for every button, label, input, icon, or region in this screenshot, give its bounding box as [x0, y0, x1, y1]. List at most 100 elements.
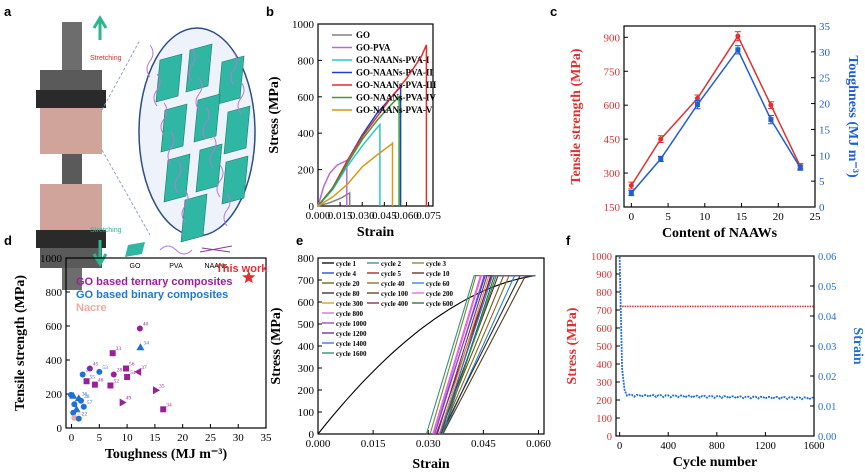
data-point-binary — [70, 409, 77, 416]
y-tick-label: 600 — [298, 92, 315, 104]
data-point-binary — [80, 403, 87, 410]
legend-label-go: GO — [356, 30, 370, 40]
x-axis-label: Strain — [412, 457, 450, 472]
data-point-ternary — [119, 398, 127, 407]
go-sheet — [221, 155, 249, 205]
x-tick-label: 800 — [709, 441, 725, 452]
data-point-label: 49 — [126, 396, 132, 402]
y-axis-label: Tensile strength (MPa) — [569, 48, 584, 184]
x-tick-label: 0.045 — [471, 438, 496, 450]
y-tick-label: 900 — [596, 270, 612, 281]
legend-label-cycle-400: cycle 400 — [381, 300, 409, 308]
pva-chain — [167, 131, 175, 165]
data-point-label: 24 — [77, 411, 83, 417]
data-point-label: 28 — [117, 367, 123, 373]
x-tick-label: 0 — [69, 432, 75, 444]
x-tick-label: 10 — [122, 432, 134, 444]
x-tick-label: 25 — [205, 432, 217, 444]
x-tick-label: 20 — [773, 211, 785, 223]
data-point-toughness — [797, 165, 803, 171]
data-point-binary — [69, 391, 78, 399]
series-line-go-naans-pva-v — [317, 141, 394, 207]
y-tick-label: 200 — [596, 396, 612, 407]
y-right-axis-label: Strain — [850, 327, 865, 365]
data-point-ternary — [83, 378, 90, 385]
legend-label-cycle-100: cycle 100 — [381, 290, 409, 298]
y-right-tick-label: 20 — [819, 99, 831, 111]
data-point-tensile-strength — [694, 95, 700, 101]
data-point-tensile-strength — [658, 136, 664, 142]
stretching-label-bottom: Stretching — [90, 227, 122, 234]
legend-label-cycle-1: cycle 1 — [336, 260, 357, 268]
data-point-toughness — [628, 190, 634, 196]
data-point-toughness — [735, 47, 741, 53]
series-line-cycle-1600 — [441, 275, 536, 435]
y-tick-label: 400 — [298, 341, 315, 353]
y-right-tick-label: 0.00 — [818, 432, 836, 443]
series-line-go — [317, 191, 351, 207]
data-point-label: 22 — [82, 412, 88, 418]
legend-label-cycle-1200: cycle 1200 — [336, 330, 367, 338]
y-axis-label: Stress (MPa) — [565, 307, 580, 384]
y-tick-label: 600 — [298, 297, 315, 309]
y-tick-label: 800 — [596, 288, 612, 299]
lower-clamp-band — [36, 230, 106, 248]
legend-label-go-naans-pva-i: GO-NAANs-PVA-I — [356, 55, 430, 65]
legend-label-cycle-1600: cycle 1600 — [336, 350, 367, 358]
y-axis-label: Stress (MPa) — [267, 76, 282, 153]
go-sheet — [223, 105, 251, 155]
data-point-label: 29 — [86, 367, 92, 373]
x-axis-label: Content of NAAWs — [662, 226, 778, 241]
panel-letter: b — [266, 4, 274, 19]
legend-label-cycle-3: cycle 3 — [426, 260, 447, 268]
pva-chain — [153, 73, 161, 107]
series-line-tensile-strength — [630, 34, 801, 186]
y-right-axis-label: Toughness (MJ m⁻³) — [845, 55, 860, 178]
series-line-cycle-1 — [317, 275, 536, 435]
go-sheet — [193, 93, 221, 143]
data-point-ternary — [86, 365, 93, 372]
legend-label-cycle-800: cycle 800 — [336, 310, 364, 318]
y-tick-label: 300 — [298, 363, 315, 375]
y-tick-label: 800 — [298, 55, 315, 67]
data-point-ternary — [153, 386, 160, 395]
x-tick-label: 10 — [699, 211, 711, 223]
panel-e-cyclic-loading-chart: e 0.000 0.015 0.030 0.045 0.060 0 100 200 300 400 5… — [269, 233, 551, 472]
up-arrow-icon — [92, 15, 108, 40]
panel-letter: e — [296, 233, 303, 248]
legend-label-cycle-200: cycle 200 — [426, 290, 454, 298]
panel-a: a Stretching Stretching GO PVA NAANs — [4, 4, 256, 290]
annotation-this-work: This work — [216, 263, 268, 275]
legend-naans: NAANs — [205, 263, 228, 270]
x-tick-label: 30 — [233, 432, 245, 444]
panel-d-ashby-scatter-chart: d 0 5 10 15 20 25 30 35 0 200 400 600 800 1000 Toughnes… — [4, 233, 272, 462]
x-tick-label: 15 — [736, 211, 748, 223]
y-tick-label: 600 — [604, 100, 621, 112]
data-point-label: 52 — [113, 379, 119, 385]
x-tick-label: 1200 — [755, 441, 776, 452]
upper-specimen-block — [40, 108, 102, 154]
data-point-toughness — [658, 156, 664, 162]
legend-label-cycle-80: cycle 80 — [336, 290, 360, 298]
y-tick-label: 1000 — [292, 19, 315, 31]
data-point-ternary — [136, 325, 143, 332]
x-tick-label: 0.075 — [416, 210, 441, 222]
annotation-ternary: GO based ternary composites — [76, 276, 233, 288]
y-right-tick-label: 0.01 — [818, 402, 836, 413]
y-tick-label: 200 — [298, 385, 315, 397]
y-tick-label: 450 — [604, 134, 621, 146]
annotation-nacre: Nacre — [76, 302, 107, 314]
data-point-label: 40 — [143, 322, 149, 328]
data-point-binary — [136, 343, 145, 351]
x-tick-label: 0.000 — [306, 210, 331, 222]
legend-label-go-naans-pva-iv: GO-NAANs-PVA-IV — [356, 93, 436, 103]
panel-letter: f — [566, 233, 571, 248]
legend-label-go-naans-pva-iii: GO-NAANs-PVA-III — [356, 80, 437, 90]
pva-legend-swatch — [159, 245, 193, 255]
plot-frame — [317, 23, 434, 207]
legend-pva: PVA — [169, 263, 183, 270]
y-right-tick-label: 0.03 — [818, 342, 836, 353]
y-tick-label: 800 — [298, 253, 315, 265]
